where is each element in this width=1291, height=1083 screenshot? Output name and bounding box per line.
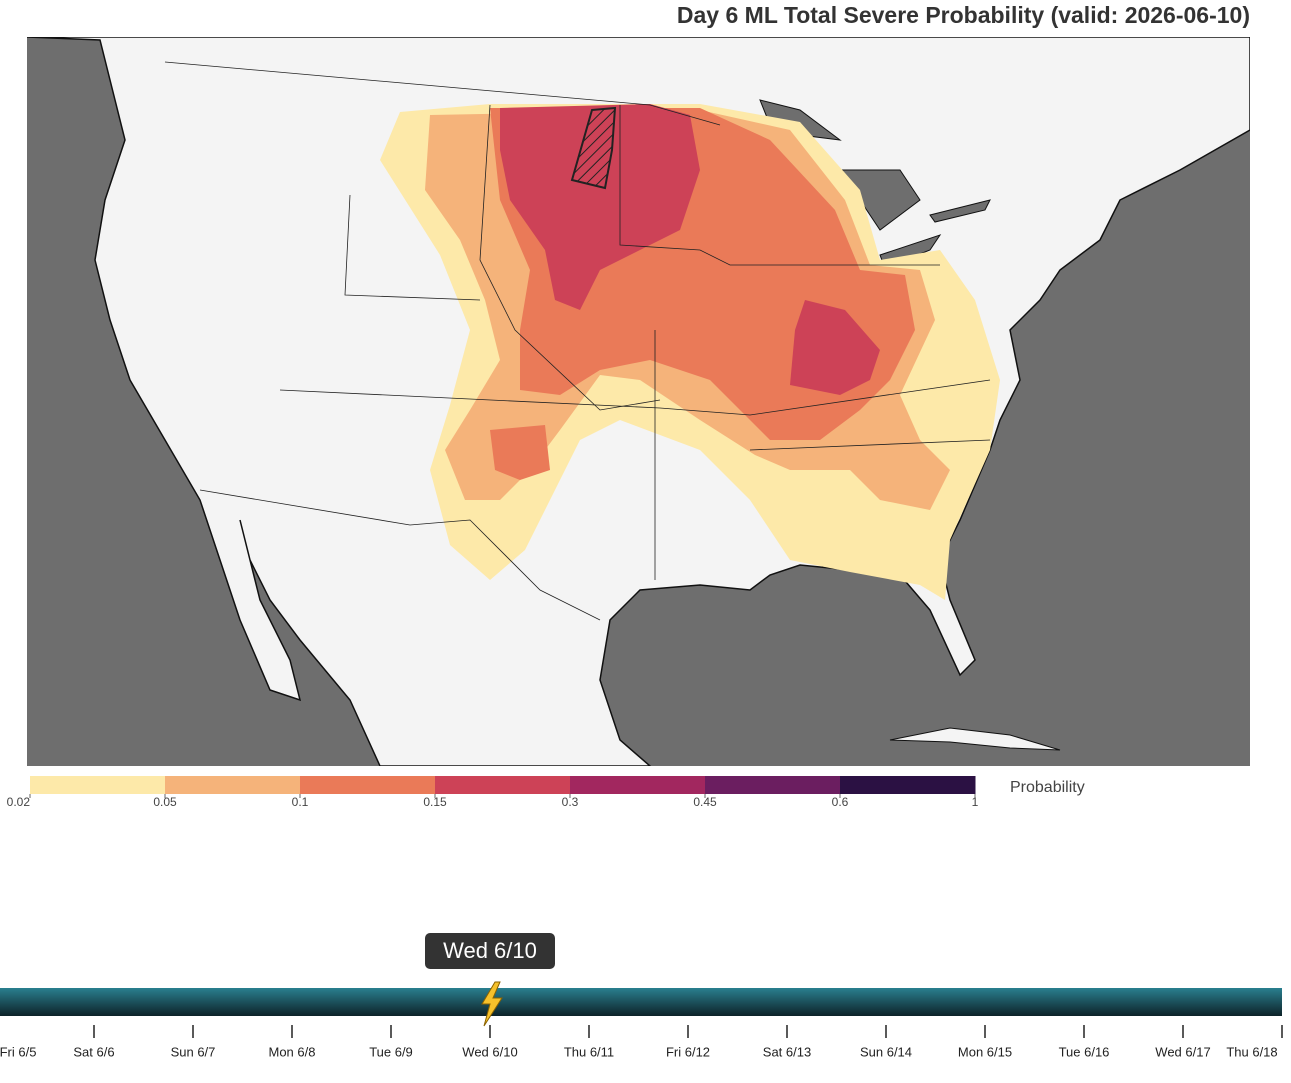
colorbar-tick-label: 0.6 bbox=[832, 795, 849, 809]
hatched-area bbox=[570, 106, 617, 190]
probability-area bbox=[790, 300, 880, 395]
timeline-bar[interactable] bbox=[0, 988, 1282, 1016]
border bbox=[199, 489, 601, 621]
colorbar-tick-label: 1 bbox=[972, 795, 979, 809]
colorbar-tick-label: 0.1 bbox=[292, 795, 309, 809]
colorbar-segment bbox=[165, 776, 301, 794]
border bbox=[279, 379, 991, 416]
timeline: Fri 6/5 Sat 6/6 Sun 6/7 Mon 6/8 Tue 6/9 Wed 6… bbox=[0, 933, 1283, 1059]
colorbar: 0.02 0.05 0.1 0.15 0.3 0.45 0.6 1 bbox=[7, 776, 979, 809]
timeline-day[interactable]: Fri 6/12 bbox=[666, 1044, 710, 1059]
timeline-day[interactable]: Wed 6/17 bbox=[1155, 1044, 1210, 1059]
colorbar-segment bbox=[840, 776, 976, 794]
colorbar-label: Probability bbox=[1010, 779, 1085, 796]
probability-areas bbox=[380, 104, 1000, 600]
border bbox=[344, 194, 481, 301]
colorbar-segment bbox=[435, 776, 571, 794]
tooltip-box bbox=[425, 933, 555, 969]
timeline-day[interactable]: Wed 6/10 bbox=[462, 1044, 517, 1059]
border bbox=[479, 104, 661, 411]
probability-area bbox=[490, 425, 550, 480]
timeline-day[interactable]: Thu 6/18 bbox=[1226, 1044, 1277, 1059]
borders bbox=[164, 61, 991, 621]
colorbar-tick-label: 0.02 bbox=[7, 795, 31, 809]
colorbar-segment bbox=[570, 776, 706, 794]
lake bbox=[929, 199, 991, 223]
map bbox=[27, 37, 1250, 766]
timeline-day[interactable]: Mon 6/15 bbox=[958, 1044, 1012, 1059]
border bbox=[619, 105, 940, 266]
map-title: Day 6 ML Total Severe Probability (valid… bbox=[677, 2, 1250, 28]
timeline-day[interactable]: Tue 6/16 bbox=[1059, 1044, 1110, 1059]
timeline-day[interactable]: Thu 6/11 bbox=[564, 1044, 614, 1059]
colorbar-tick-label: 0.45 bbox=[693, 795, 717, 809]
colorbar-segment bbox=[705, 776, 841, 794]
timeline-day[interactable]: Mon 6/8 bbox=[269, 1044, 316, 1059]
timeline-day[interactable]: Sat 6/13 bbox=[763, 1044, 811, 1059]
lightning-icon bbox=[481, 981, 503, 1027]
border bbox=[164, 61, 721, 126]
timeline-day[interactable]: Tue 6/9 bbox=[369, 1044, 413, 1059]
colorbar-tick-label: 0.3 bbox=[562, 795, 579, 809]
colorbar-tick-label: 0.05 bbox=[153, 795, 177, 809]
timeline-day[interactable]: Sun 6/14 bbox=[860, 1044, 912, 1059]
timeline-day[interactable]: Sun 6/7 bbox=[171, 1044, 216, 1059]
colorbar-segment bbox=[30, 776, 166, 794]
timeline-day[interactable]: Sat 6/6 bbox=[73, 1044, 114, 1059]
land-cuba bbox=[889, 727, 1061, 751]
colorbar-segment bbox=[300, 776, 436, 794]
border bbox=[749, 439, 991, 451]
colorbar-tick-label: 0.15 bbox=[423, 795, 447, 809]
probability-area bbox=[500, 104, 700, 310]
tooltip-text: Wed 6/10 bbox=[443, 938, 537, 963]
timeline-day[interactable]: Fri 6/5 bbox=[0, 1044, 36, 1059]
